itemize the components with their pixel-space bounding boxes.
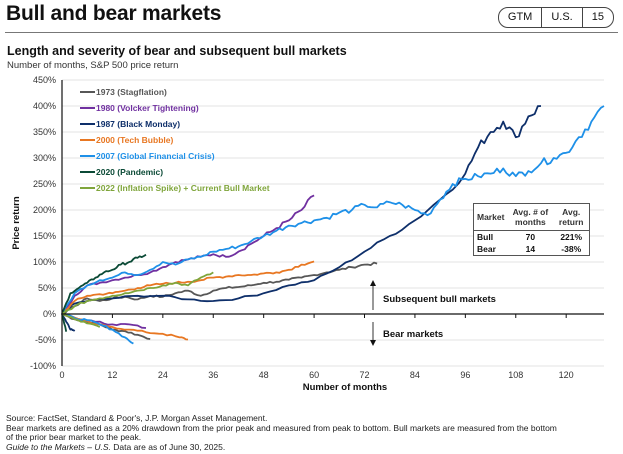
y-tick-label: 300% [33, 153, 56, 163]
x-tick-label: 36 [208, 370, 218, 380]
x-tick-label: 24 [158, 370, 168, 380]
series-lines [61, 105, 605, 345]
bull-annotation: Subsequent bull markets [383, 294, 496, 305]
footnotes: Source: FactSet, Standard & Poor's, J.P.… [6, 413, 566, 453]
y-tick-label: 450% [33, 75, 56, 85]
badge-region: U.S. [541, 8, 581, 27]
x-tick-label: 120 [559, 370, 574, 380]
legend-label: 2022 (Inflation Spike) + Current Bull Ma… [96, 183, 270, 193]
bear-arrow-head [370, 340, 376, 346]
legend-label: 1980 (Volcker Tightening) [96, 103, 199, 113]
stats-header-months: Avg. # of months [507, 204, 554, 231]
series-line-bear [61, 313, 68, 332]
y-axis-label: Price return [11, 196, 22, 250]
chart-title: Length and severity of bear and subseque… [7, 44, 347, 58]
y-tick-label: -100% [30, 361, 56, 371]
stats-cell: 221% [560, 232, 583, 242]
series-line-bull [61, 105, 605, 315]
x-tick-label: 96 [460, 370, 470, 380]
bear-annotation: Bear markets [383, 329, 443, 340]
legend-label: 2000 (Tech Bubble) [96, 135, 173, 145]
stats-cell: -38% [561, 244, 582, 254]
series-line-bull [61, 253, 147, 315]
legend: 1973 (Stagflation) 1980 (Volcker Tighteni… [80, 87, 270, 193]
legend-label: 2007 (Global Financial Crisis) [96, 151, 215, 161]
stats-header-market: Market [474, 204, 508, 231]
stats-cell: 14 [525, 244, 536, 254]
guide-title: Guide to the Markets – U.S. [6, 441, 111, 452]
stats-row-bear: Bear 14 -38% [474, 243, 589, 255]
y-axis-ticks: -100% -50% 0% 50% 100% 150% 200% 250% 300% 350% 40… [11, 75, 56, 371]
x-tick-label: 12 [107, 370, 117, 380]
y-tick-label: 200% [33, 205, 56, 215]
y-tick-label: 100% [33, 257, 56, 267]
page-badge: GTM U.S. 15 [497, 7, 614, 28]
y-tick-label: 150% [33, 231, 56, 241]
x-tick-label: 48 [259, 370, 269, 380]
legend-label: 2020 (Pandemic) [96, 167, 163, 177]
axes [61, 80, 604, 366]
source-note: Source: FactSet, Standard & Poor's, J.P.… [6, 413, 268, 423]
series-line-bull [61, 105, 542, 315]
badge-gtm: GTM [507, 11, 533, 23]
x-tick-label: 84 [410, 370, 420, 380]
chart-subtitle: Number of months, S&P 500 price return [7, 60, 179, 71]
series-line-bull [61, 194, 315, 315]
guide-note: Guide to the Markets – U.S. Data are as … [6, 441, 566, 453]
x-tick-label: 108 [508, 370, 523, 380]
guide-date: Data are as of June 30, 2025. [110, 441, 226, 452]
legend-label: 1973 (Stagflation) [96, 87, 167, 97]
header-divider [5, 32, 618, 33]
badge-page-number: 15 [581, 8, 613, 27]
x-axis-label: Number of months [303, 382, 387, 393]
legend-label: 1987 (Black Monday) [96, 119, 180, 129]
x-tick-label: 72 [360, 370, 370, 380]
y-tick-label: 250% [33, 179, 56, 189]
annotations: Subsequent bull markets Bear markets [370, 280, 496, 346]
stats-header-return: Avg. return [553, 204, 589, 231]
y-tick-label: 400% [33, 101, 56, 111]
stats-table: Market Avg. # of months Avg. return Bull… [473, 203, 590, 256]
bull-arrow-head [370, 280, 376, 286]
stats-cell: 70 [525, 232, 536, 242]
y-tick-label: 50% [38, 283, 56, 293]
stats-row-bull: Bull 70 221% [474, 231, 589, 244]
y-tick-label: 0% [43, 309, 56, 319]
y-tick-label: 350% [33, 127, 56, 137]
x-tick-label: 0 [59, 370, 64, 380]
stats-cell: Bear [477, 244, 496, 254]
line-chart: -100% -50% 0% 50% 100% 150% 200% 250% 300% 350% 40… [11, 75, 605, 393]
series-line-bear [61, 313, 101, 328]
series-line-bear [61, 313, 189, 341]
page-title: Bull and bear markets [6, 2, 222, 25]
series-line-bull [61, 260, 315, 315]
definition-note: Bear markets are defined as a 20% drawdo… [6, 422, 557, 442]
x-tick-label: 60 [309, 370, 319, 380]
x-axis-ticks: 0 12 24 36 48 60 72 84 96 108 120 Number of months [59, 370, 573, 393]
y-tick-label: -50% [35, 335, 56, 345]
series-line-bull [61, 271, 214, 315]
series-line-bear [61, 313, 76, 332]
stats-cell: Bull [477, 232, 494, 242]
gridlines [62, 79, 604, 367]
